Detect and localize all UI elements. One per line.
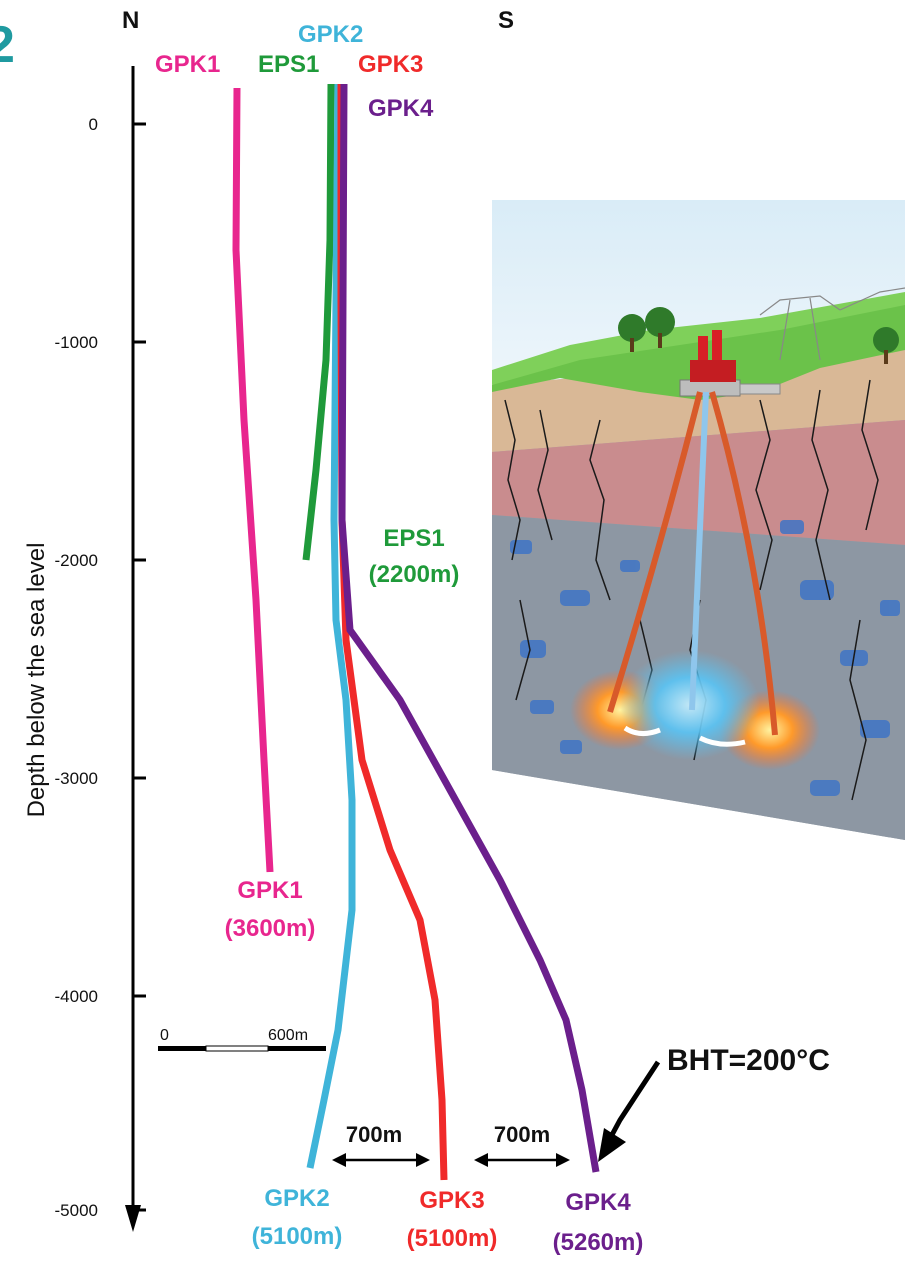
tick-label-5000: -5000 <box>55 1201 98 1220</box>
scale-bar-start: 0 <box>160 1027 169 1044</box>
gpk2-well-path <box>306 83 356 1169</box>
tick-label-0: 0 <box>89 115 98 134</box>
bht-arrow <box>603 1060 661 1148</box>
gpk2-bottom-name: GPK2 <box>264 1185 329 1212</box>
bht-arrowhead <box>598 1128 626 1162</box>
gpk1-bottom-name: GPK1 <box>237 877 302 904</box>
gpk3-well-path <box>337 84 448 1181</box>
gpk3-top-label: GPK3 <box>358 51 423 78</box>
spacing-label-left: 700m <box>346 1122 402 1147</box>
spacing-label-right: 700m <box>494 1122 550 1147</box>
eps1-top-label: EPS1 <box>258 51 319 78</box>
depth-axis-label: Depth below the sea level <box>23 543 50 818</box>
scale-bar: 0 600m <box>158 1027 326 1052</box>
tick-label-4000: -4000 <box>55 987 98 1006</box>
gpk4-top-label: GPK4 <box>368 95 434 122</box>
eps1-bottom-depth: (2200m) <box>369 561 460 588</box>
north-label: N <box>122 7 139 34</box>
gpk1-top-label: GPK1 <box>155 51 220 78</box>
gpk3-bottom-name: GPK3 <box>419 1187 484 1214</box>
gpk1-bottom-depth: (3600m) <box>225 915 316 942</box>
south-label: S <box>498 7 514 34</box>
tick-label-2000: -2000 <box>55 551 98 570</box>
corner-mark: 2 <box>0 16 15 74</box>
spacing-arrow-left <box>332 1153 430 1167</box>
gpk4-bottom-depth: (5260m) <box>553 1229 644 1256</box>
gpk2-bottom-depth: (5100m) <box>252 1223 343 1250</box>
depth-axis-arrow <box>125 1205 141 1232</box>
spacing-arrow-right <box>474 1153 570 1167</box>
geothermal-plant-illustration <box>492 200 905 840</box>
eps1-bottom-name: EPS1 <box>383 525 444 552</box>
tick-label-3000: -3000 <box>55 769 98 788</box>
depth-axis-ticks <box>133 122 146 1212</box>
scale-bar-end: 600m <box>268 1027 308 1044</box>
gpk4-well-path <box>338 83 600 1173</box>
gpk3-bottom-depth: (5100m) <box>407 1225 498 1252</box>
gpk2-top-label: GPK2 <box>298 21 363 48</box>
gpk4-bottom-name: GPK4 <box>565 1189 631 1216</box>
gpk1-well-path <box>232 87 274 873</box>
eps1-well-path <box>302 83 335 561</box>
tick-label-1000: -1000 <box>55 333 98 352</box>
bht-annotation: BHT=200°C <box>667 1044 830 1077</box>
